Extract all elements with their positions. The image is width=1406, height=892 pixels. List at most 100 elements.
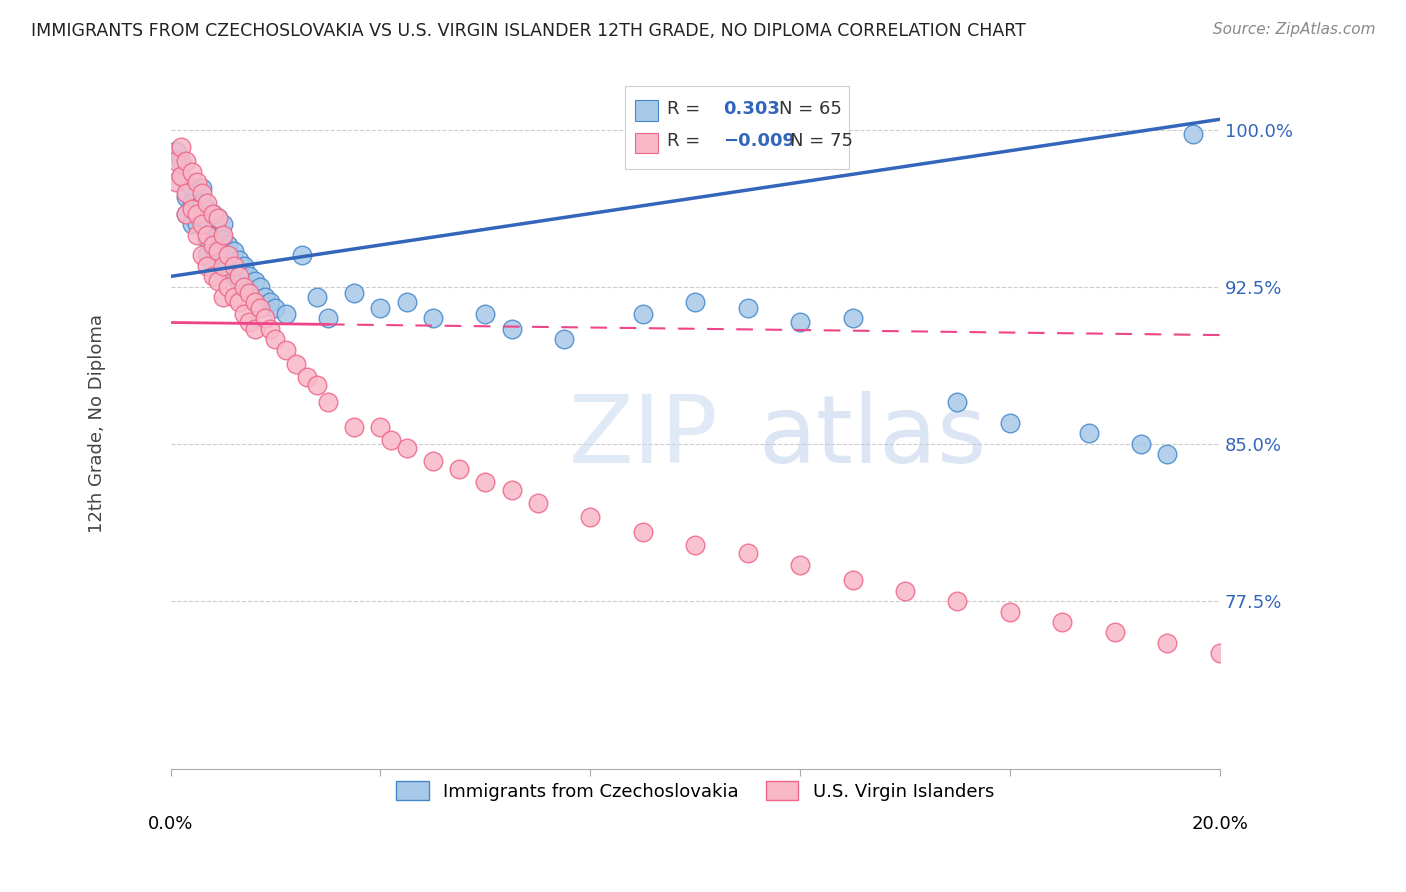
Point <box>201 223 224 237</box>
Point <box>1156 447 1178 461</box>
Point <box>180 196 202 211</box>
Point <box>228 269 250 284</box>
Point <box>683 294 706 309</box>
Text: −0.009: −0.009 <box>724 132 796 150</box>
Point <box>307 378 329 392</box>
Point <box>259 322 281 336</box>
Point <box>228 274 250 288</box>
Point <box>553 332 575 346</box>
Point <box>195 259 218 273</box>
Point <box>249 301 271 315</box>
Point <box>264 301 287 315</box>
Point <box>207 274 229 288</box>
Point <box>201 240 224 254</box>
Point <box>631 524 654 539</box>
Point <box>1077 426 1099 441</box>
Point <box>316 395 339 409</box>
Point <box>191 211 214 225</box>
FancyBboxPatch shape <box>624 87 849 169</box>
Point <box>228 294 250 309</box>
Point <box>222 259 245 273</box>
Point <box>212 265 235 279</box>
Point <box>1261 657 1284 671</box>
Point <box>212 217 235 231</box>
Point <box>253 311 276 326</box>
Point <box>217 259 239 273</box>
Point <box>395 441 418 455</box>
Point <box>201 238 224 252</box>
Bar <box>636 133 658 153</box>
Point <box>180 181 202 195</box>
Point <box>233 307 256 321</box>
Point <box>789 558 811 573</box>
Point <box>201 269 224 284</box>
Point <box>631 307 654 321</box>
Point <box>165 175 187 189</box>
Point <box>195 248 218 262</box>
Point <box>946 395 969 409</box>
Point <box>176 175 198 189</box>
Point <box>191 186 214 200</box>
Point <box>1156 636 1178 650</box>
Point <box>195 227 218 242</box>
Bar <box>636 100 658 121</box>
Point <box>180 217 202 231</box>
Text: 0.303: 0.303 <box>724 100 780 118</box>
Point <box>316 311 339 326</box>
Point <box>217 238 239 252</box>
Point <box>1209 647 1232 661</box>
Point <box>191 217 214 231</box>
Point <box>170 169 193 183</box>
Point <box>212 248 235 262</box>
Point <box>1313 667 1336 681</box>
Point <box>222 290 245 304</box>
Text: N = 65: N = 65 <box>779 100 842 118</box>
Point <box>946 594 969 608</box>
Point <box>1130 437 1153 451</box>
Point <box>222 244 245 259</box>
Point <box>243 294 266 309</box>
Text: ZIP: ZIP <box>569 391 718 483</box>
Point <box>238 286 260 301</box>
Point <box>683 537 706 551</box>
Point <box>186 217 208 231</box>
Point <box>176 186 198 200</box>
Point <box>207 244 229 259</box>
Point <box>343 286 366 301</box>
Point <box>212 259 235 273</box>
Point <box>894 583 917 598</box>
Point <box>259 294 281 309</box>
Point <box>228 252 250 267</box>
Text: R =: R = <box>666 100 700 118</box>
Point <box>579 510 602 524</box>
Point <box>195 232 218 246</box>
Point <box>176 154 198 169</box>
Point <box>165 154 187 169</box>
Text: N = 75: N = 75 <box>790 132 852 150</box>
Point <box>370 420 392 434</box>
Point <box>243 322 266 336</box>
Point <box>207 211 229 225</box>
Point <box>195 196 218 211</box>
Point <box>1104 625 1126 640</box>
Point <box>186 175 208 189</box>
Text: atlas: atlas <box>758 391 987 483</box>
Point <box>201 206 224 220</box>
Point <box>841 573 863 587</box>
Point <box>233 280 256 294</box>
Point <box>212 290 235 304</box>
Text: IMMIGRANTS FROM CZECHOSLOVAKIA VS U.S. VIRGIN ISLANDER 12TH GRADE, NO DIPLOMA CO: IMMIGRANTS FROM CZECHOSLOVAKIA VS U.S. V… <box>31 22 1026 40</box>
Text: R =: R = <box>666 132 700 150</box>
Point <box>449 462 471 476</box>
Point <box>789 316 811 330</box>
Point <box>253 290 276 304</box>
Point <box>180 164 202 178</box>
Point <box>249 280 271 294</box>
Point <box>176 190 198 204</box>
Point <box>737 546 759 560</box>
Point <box>222 269 245 284</box>
Point <box>370 301 392 315</box>
Point <box>233 259 256 273</box>
Point <box>841 311 863 326</box>
Point <box>380 433 402 447</box>
